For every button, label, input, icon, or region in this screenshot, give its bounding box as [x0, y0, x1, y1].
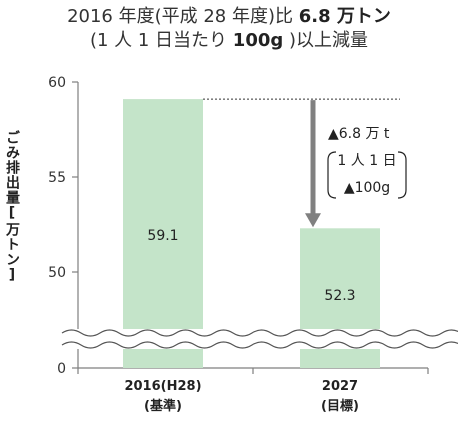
reduction-arrow-head	[305, 213, 321, 228]
title-line2-suffix: )以上減量	[289, 30, 369, 51]
annotation-bracket-left	[327, 151, 337, 199]
x-category-label: 2016(H28)	[124, 379, 201, 394]
x-category-label: 2027	[322, 379, 358, 394]
annotation-per-person-value: ▲100g	[344, 180, 390, 196]
y-tick-label: 50	[48, 265, 66, 281]
y-tick-label: 60	[48, 75, 66, 91]
axis-break-wave-bottom	[61, 341, 458, 349]
title-line1-value: 6.8 万トン	[298, 6, 391, 27]
axis-break-wave-top	[61, 329, 458, 337]
bar-value-label: 52.3	[324, 288, 355, 304]
y-tick-label: 0	[57, 361, 66, 377]
title-line2-value: 100g	[232, 30, 284, 51]
annotation-bracket-right	[397, 151, 407, 199]
chart-title-line2: (1 人 1 日当たり 100g )以上減量	[0, 26, 458, 52]
title-line2-prefix: (1 人 1 日当たり	[89, 30, 228, 51]
y-axis-label: ごみ排出量[万トン]	[4, 130, 20, 284]
x-category-sublabel: (基準)	[144, 398, 182, 414]
annotation-per-person-label: 1 人 1 日	[337, 153, 396, 169]
title-line1-prefix: 2016 年度(平成 28 年度)比	[67, 6, 294, 27]
bar-2016(H28)	[123, 99, 203, 368]
chart-title-line1: 2016 年度(平成 28 年度)比 6.8 万トン	[0, 2, 458, 28]
annotation-total: ▲6.8 万 t	[328, 126, 390, 142]
y-tick-label: 55	[48, 170, 66, 186]
bar-value-label: 59.1	[147, 228, 178, 244]
x-category-sublabel: (目標)	[321, 398, 359, 414]
plot-area: 0 50 55 60 59.1 2016(H28) (基準) 52.3 2027 (目標)	[48, 75, 458, 414]
